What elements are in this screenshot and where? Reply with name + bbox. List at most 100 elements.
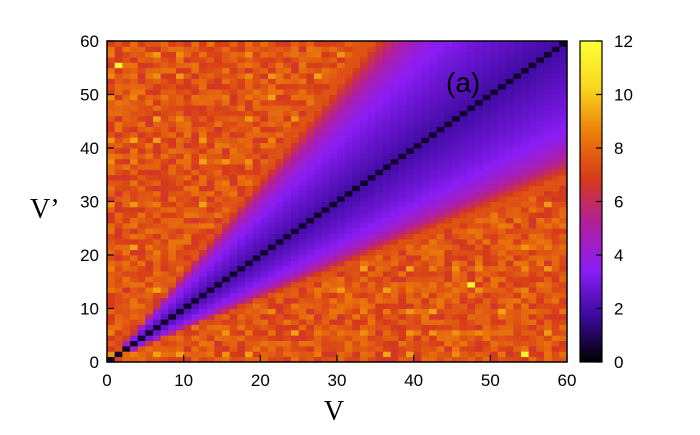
heatmap-cell bbox=[413, 169, 422, 176]
heatmap-cell bbox=[513, 303, 522, 309]
heatmap-cell bbox=[544, 292, 553, 299]
heatmap-cell bbox=[551, 303, 560, 309]
heatmap-cell bbox=[513, 313, 522, 320]
heatmap-cell bbox=[222, 190, 231, 197]
heatmap-cell bbox=[475, 153, 484, 160]
heatmap-cell bbox=[383, 324, 392, 331]
heatmap-cell bbox=[291, 83, 300, 90]
heatmap-cell bbox=[237, 308, 246, 315]
heatmap-cell bbox=[352, 292, 361, 299]
heatmap-cell bbox=[245, 217, 254, 224]
heatmap-cell bbox=[122, 83, 131, 90]
heatmap-cell bbox=[521, 137, 530, 144]
heatmap-cell bbox=[551, 255, 560, 261]
heatmap-cell bbox=[229, 158, 238, 165]
heatmap-cell bbox=[505, 217, 514, 224]
heatmap-cell bbox=[367, 57, 376, 63]
heatmap-cell bbox=[352, 212, 361, 218]
heatmap-cell bbox=[191, 287, 200, 293]
heatmap-cell bbox=[344, 313, 353, 320]
heatmap-cell bbox=[383, 287, 392, 293]
heatmap-cell bbox=[544, 51, 553, 58]
heatmap-cell bbox=[176, 131, 185, 138]
heatmap-cell bbox=[222, 153, 231, 160]
heatmap-cell bbox=[367, 335, 376, 341]
heatmap-cell bbox=[229, 265, 238, 272]
heatmap-cell bbox=[268, 265, 277, 272]
heatmap-cell bbox=[130, 356, 139, 363]
heatmap-cell bbox=[429, 356, 438, 363]
heatmap-cell bbox=[229, 308, 238, 315]
heatmap-cell bbox=[168, 276, 177, 283]
heatmap-cell bbox=[275, 313, 284, 320]
heatmap-cell bbox=[544, 356, 553, 363]
heatmap-cell bbox=[291, 201, 300, 208]
heatmap-cell bbox=[390, 57, 399, 63]
heatmap-cell bbox=[145, 308, 154, 315]
heatmap-cell bbox=[337, 281, 346, 288]
heatmap-cell bbox=[191, 292, 200, 299]
heatmap-cell bbox=[137, 319, 146, 325]
heatmap-cell bbox=[413, 228, 422, 234]
heatmap-cell bbox=[337, 115, 346, 122]
heatmap-cell bbox=[199, 313, 208, 320]
heatmap-cell bbox=[329, 185, 338, 192]
heatmap-cell bbox=[498, 297, 507, 304]
heatmap-cell bbox=[237, 255, 246, 261]
heatmap-cell bbox=[421, 281, 430, 288]
heatmap-cell bbox=[528, 105, 537, 111]
heatmap-cell bbox=[321, 148, 330, 154]
heatmap-cell bbox=[475, 99, 484, 106]
heatmap-cell bbox=[214, 260, 223, 267]
heatmap-cell bbox=[329, 228, 338, 234]
heatmap-cell bbox=[291, 228, 300, 234]
heatmap-cell bbox=[482, 83, 491, 90]
heatmap-cell bbox=[252, 126, 261, 133]
heatmap-cell bbox=[383, 83, 392, 90]
heatmap-cell bbox=[498, 78, 507, 85]
heatmap-cell bbox=[107, 67, 116, 74]
heatmap-cell bbox=[352, 164, 361, 170]
heatmap-cell bbox=[245, 222, 254, 229]
heatmap-cell bbox=[321, 196, 330, 202]
heatmap-cell bbox=[544, 345, 553, 352]
heatmap-cell bbox=[114, 131, 123, 138]
heatmap-cell bbox=[183, 244, 192, 251]
heatmap-cell bbox=[275, 228, 284, 234]
heatmap-cell bbox=[544, 244, 553, 251]
heatmap-cell bbox=[114, 287, 123, 293]
heatmap-cell bbox=[183, 73, 192, 79]
heatmap-cell bbox=[176, 51, 185, 58]
heatmap-cell bbox=[130, 303, 139, 309]
heatmap-cell bbox=[390, 78, 399, 85]
heatmap-cell bbox=[321, 303, 330, 309]
heatmap-cell bbox=[137, 94, 146, 101]
heatmap-cell bbox=[421, 287, 430, 293]
heatmap-cell bbox=[329, 115, 338, 122]
heatmap-cell bbox=[513, 126, 522, 133]
heatmap-cell bbox=[237, 94, 246, 101]
heatmap-cell bbox=[459, 340, 468, 347]
heatmap-cell bbox=[268, 83, 277, 90]
heatmap-cell bbox=[183, 169, 192, 176]
heatmap-cell bbox=[375, 292, 384, 299]
heatmap-cell bbox=[421, 351, 430, 358]
heatmap-cell bbox=[237, 340, 246, 347]
heatmap-cell bbox=[268, 201, 277, 208]
heatmap-cell bbox=[283, 105, 292, 111]
heatmap-cell bbox=[559, 351, 568, 358]
heatmap-cell bbox=[490, 319, 499, 325]
heatmap-cell bbox=[383, 164, 392, 170]
heatmap-cell bbox=[283, 67, 292, 74]
heatmap-cell bbox=[222, 121, 231, 127]
heatmap-cell bbox=[222, 131, 231, 138]
heatmap-cell bbox=[337, 89, 346, 95]
heatmap-cell bbox=[321, 41, 330, 47]
heatmap-cell bbox=[459, 131, 468, 138]
heatmap-cell bbox=[306, 319, 315, 325]
heatmap-cell bbox=[229, 115, 238, 122]
heatmap-cell bbox=[191, 244, 200, 251]
heatmap-cell bbox=[482, 329, 491, 336]
heatmap-cell bbox=[421, 319, 430, 325]
heatmap-cell bbox=[452, 292, 461, 299]
